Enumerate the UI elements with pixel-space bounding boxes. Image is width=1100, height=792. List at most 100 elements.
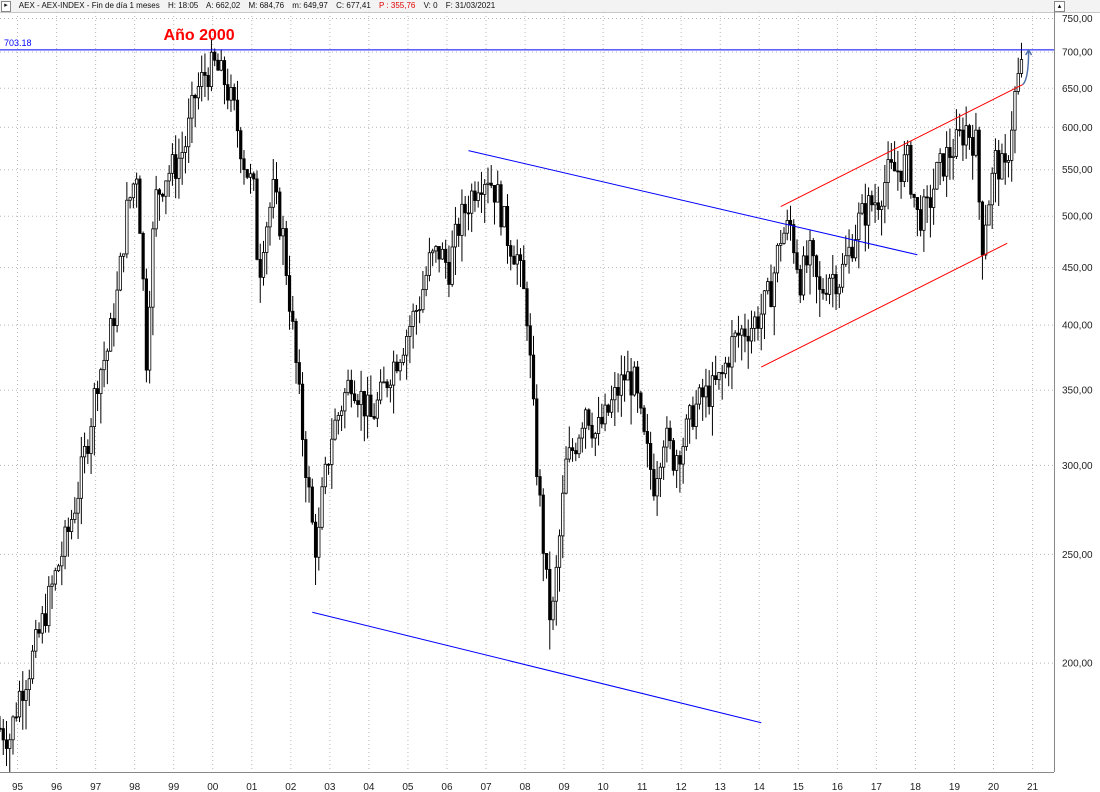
candle-body xyxy=(518,254,523,261)
x-tick-label: 99 xyxy=(168,782,180,792)
candle xyxy=(974,112,978,158)
candle xyxy=(587,408,591,431)
candle xyxy=(964,106,968,159)
candle xyxy=(629,357,633,425)
candle-body xyxy=(34,629,38,652)
candle xyxy=(935,161,939,190)
candle-body xyxy=(701,387,705,398)
candle-body xyxy=(177,157,181,179)
candle-body xyxy=(346,379,350,394)
candle xyxy=(958,113,962,137)
candle xyxy=(440,242,445,260)
candle-body xyxy=(948,147,952,158)
candle-body xyxy=(655,478,659,497)
candle-body xyxy=(440,248,445,260)
candle-body xyxy=(63,526,67,557)
candle xyxy=(704,368,708,418)
candle-body xyxy=(183,146,188,153)
candle xyxy=(73,497,77,524)
candle xyxy=(183,135,188,174)
candle xyxy=(229,74,233,112)
candle-body xyxy=(811,240,815,257)
candle-body xyxy=(1006,160,1011,163)
menu-icon[interactable]: ▸ xyxy=(1,1,11,12)
candle-body xyxy=(252,173,256,180)
candle xyxy=(723,356,728,379)
candle-body xyxy=(740,328,744,336)
candle-body xyxy=(922,196,926,231)
candle-body xyxy=(870,195,874,206)
candle-body xyxy=(714,375,718,381)
scroll-up-icon[interactable]: ▴ xyxy=(1054,1,1065,12)
candle xyxy=(616,373,620,413)
candle xyxy=(645,414,649,468)
candle xyxy=(489,165,493,189)
candle-body xyxy=(1013,91,1017,131)
candle-body xyxy=(990,172,994,206)
candle xyxy=(317,507,321,571)
candle xyxy=(945,131,949,197)
candle xyxy=(860,194,864,216)
candle xyxy=(876,186,880,220)
y-tick-label: 400,00 xyxy=(1062,321,1093,332)
candle xyxy=(837,283,841,309)
candle-body xyxy=(291,310,295,322)
candle xyxy=(268,202,272,246)
candle-body xyxy=(941,153,945,177)
candle xyxy=(766,277,770,295)
candle xyxy=(219,49,223,72)
candle xyxy=(0,716,2,733)
x-tick-label: 97 xyxy=(90,782,102,792)
candle-body xyxy=(138,178,142,234)
candle-body xyxy=(762,290,767,315)
candle xyxy=(544,553,549,579)
candle xyxy=(76,481,80,539)
candle-body xyxy=(964,125,968,146)
candle-body xyxy=(444,248,448,263)
candle-body xyxy=(590,424,594,439)
candle-body xyxy=(174,154,178,179)
candle-body xyxy=(431,250,435,254)
candle-body xyxy=(339,410,344,416)
candle xyxy=(967,123,972,150)
candle xyxy=(798,264,802,304)
candle xyxy=(684,414,689,451)
candle xyxy=(619,355,623,417)
candle xyxy=(678,450,682,493)
candle xyxy=(655,460,659,516)
candle-body xyxy=(369,394,373,417)
candle-body xyxy=(606,404,610,413)
candle xyxy=(873,183,877,223)
candle-body xyxy=(56,565,61,572)
candle xyxy=(427,237,432,282)
candle-body xyxy=(775,244,780,274)
candle-body xyxy=(593,433,597,439)
candle-body xyxy=(613,387,617,401)
candle-body xyxy=(437,246,441,260)
candle xyxy=(743,313,747,353)
candle xyxy=(727,356,731,387)
candle-body xyxy=(453,223,458,248)
candle xyxy=(1013,86,1017,154)
candle xyxy=(466,195,471,231)
candle-body xyxy=(271,178,275,208)
candle xyxy=(398,359,402,381)
x-tick-label: 07 xyxy=(480,782,492,792)
candle-body xyxy=(502,205,506,228)
candle xyxy=(896,150,900,191)
candle xyxy=(408,315,412,364)
candle xyxy=(548,551,552,650)
candle-body xyxy=(193,94,197,99)
candle-body xyxy=(167,172,171,182)
candle xyxy=(4,721,9,767)
y-tick-label: 750,00 xyxy=(1062,14,1093,25)
candle-body xyxy=(226,84,230,101)
candle xyxy=(271,159,275,219)
candle xyxy=(990,167,994,229)
candle-body xyxy=(385,381,389,389)
candle-body xyxy=(17,690,22,718)
candle xyxy=(691,396,695,430)
candle xyxy=(883,164,887,224)
candle xyxy=(421,270,425,313)
candle xyxy=(707,370,711,415)
